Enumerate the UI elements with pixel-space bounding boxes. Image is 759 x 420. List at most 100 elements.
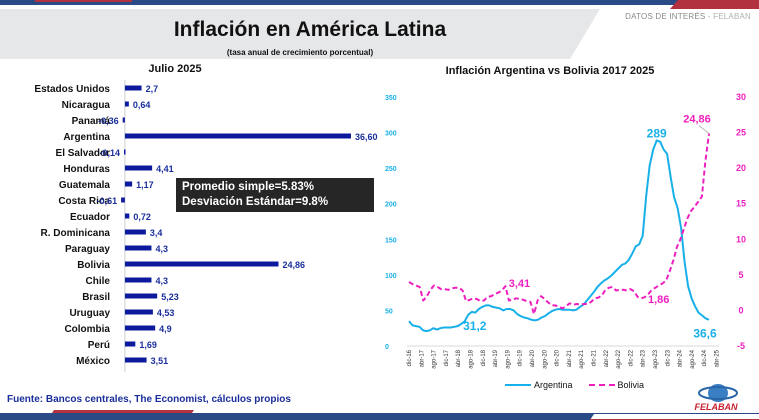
x-tick-label: abr-20	[530, 349, 536, 367]
left-y-tick-label: 100	[385, 273, 397, 280]
bar-value-label: 4,41	[156, 164, 174, 174]
stats-box: Promedio simple=5.83% Desviación Estánda…	[176, 178, 374, 212]
argentina-swatch	[505, 384, 531, 386]
x-tick-label: dic-18	[481, 349, 487, 366]
top-accent-bar	[0, 0, 759, 5]
bolivia-line	[408, 133, 710, 315]
bar	[124, 277, 152, 283]
x-tick-label: ago-17	[432, 349, 438, 368]
bar-category-label: Colombia	[64, 324, 110, 335]
bar-category-label: Perú	[88, 340, 110, 351]
globe-icon	[708, 384, 728, 402]
stats-mean: Promedio simple=5.83%	[182, 181, 314, 193]
right-y-tick-label: 5	[738, 270, 743, 280]
logo-text: FELABAN	[695, 402, 738, 412]
bar-category-label: Ecuador	[70, 212, 110, 223]
bar-value-label: 0,64	[133, 100, 151, 110]
bolivia-2023-label: 1,86	[648, 294, 669, 306]
legend-bolivia-label: Bolivia	[617, 380, 645, 390]
x-tick-label: dic-23	[665, 349, 671, 366]
bar	[124, 181, 133, 187]
x-tick-label: dic-16	[407, 349, 413, 366]
x-tick-label: dic-17	[444, 349, 450, 366]
bar-category-label: México	[76, 356, 110, 367]
x-tick-label: abr-25	[715, 349, 721, 367]
brand-org: FELABAN	[713, 12, 751, 21]
brand-label: DATOS DE INTERÉS - FELABAN	[625, 12, 751, 21]
line-chart: 0 50 100 150 200 250 300 350 -5 0 5 10 15 20 25 30 dic-1…	[385, 92, 746, 369]
right-y-tick-label: -5	[737, 341, 745, 351]
bar-category-label: El Salvador	[56, 148, 111, 159]
x-tick-label: ago-18	[469, 349, 475, 368]
bar-value-label: 3,4	[150, 228, 163, 238]
bottom-red-accent	[52, 410, 194, 413]
left-y-tick-label: 50	[385, 308, 393, 315]
right-y-tick-label: 10	[736, 234, 746, 244]
line-chart-legend: Argentina Bolivia	[505, 380, 644, 390]
bottom-right-notch	[590, 414, 759, 420]
bottom-accent-bar	[0, 413, 759, 420]
bar-value-label: 4,3	[155, 244, 168, 254]
page-title: Inflación en América Latina	[173, 18, 447, 41]
legend-bolivia: Bolivia	[588, 380, 645, 390]
bolivia-last-leader-line	[698, 125, 710, 134]
bar-category-label: Estados Unidos	[34, 84, 110, 95]
argentina-line	[408, 139, 710, 333]
bar-category-label: Nicaragua	[62, 100, 111, 111]
bar	[122, 117, 125, 123]
bar	[124, 357, 147, 363]
argentina-last-label: 36,6	[693, 327, 717, 341]
left-y-tick-label: 300	[385, 131, 397, 138]
legend-argentina: Argentina	[505, 380, 573, 390]
bar-category-label: Argentina	[63, 132, 110, 143]
bar-value-label: 4,9	[159, 324, 172, 334]
x-tick-label: ago-22	[616, 349, 622, 368]
x-tick-label: dic-19	[518, 349, 524, 366]
x-tick-label: ago-19	[505, 349, 511, 368]
line-chart-title: Inflación Argentina vs Bolivia 2017 2025	[445, 65, 655, 77]
stats-stddev: Desviación Estándar=9.8%	[182, 196, 329, 208]
left-y-tick-label: 250	[385, 166, 397, 173]
x-tick-label: dic-20	[555, 349, 561, 366]
right-y-tick-label: 0	[738, 305, 743, 315]
page-subtitle: (tasa anual de crecimiento porcentual)	[226, 48, 374, 57]
right-y-tick-label: 30	[736, 92, 746, 102]
bolivia-last-label: 24,86	[683, 114, 711, 126]
bar-category-label: Chile	[86, 276, 111, 287]
bar	[124, 293, 158, 299]
bar-chart: Estados Unidos 2,7 Nicaragua 0,64 Panamá-0,3…	[34, 80, 378, 372]
bar	[124, 101, 129, 107]
x-tick-label: abr-22	[604, 349, 610, 367]
bar	[124, 229, 146, 235]
bar-value-label: 0,72	[133, 212, 151, 222]
bar	[124, 213, 130, 219]
bar	[124, 149, 126, 155]
bar-chart-title: Julio 2025	[148, 63, 202, 75]
x-tick-label: abr-23	[641, 349, 647, 367]
bolivia-peak-2019-label: 3,41	[509, 278, 530, 290]
argentina-low-label: 31,2	[463, 319, 487, 333]
left-y-tick-label: 150	[385, 237, 397, 244]
bar-value-label: 3,51	[151, 356, 169, 366]
bar-category-label: Panamá	[72, 116, 111, 127]
right-y-tick-label: 15	[736, 199, 746, 209]
x-tick-label: abr-24	[678, 349, 684, 367]
source-note: Fuente: Bancos centrales, The Economist,…	[7, 394, 291, 405]
bar-category-label: Guatemala	[59, 180, 111, 191]
x-tick-label: ago-21	[579, 349, 585, 368]
x-tick-label: ago-24	[690, 349, 696, 368]
bar-category-label: Honduras	[63, 164, 110, 175]
bar-category-label: Brasil	[82, 292, 110, 303]
bar-value-label: 5,23	[161, 292, 179, 302]
x-tick-label: dic-21	[592, 349, 598, 366]
bar	[124, 341, 136, 347]
bar-category-label: Costa Rica	[58, 196, 110, 207]
x-tick-label: abr-19	[493, 349, 499, 367]
argentina-peak-label: 289	[647, 126, 667, 140]
bar-value-label: -0,36	[98, 116, 119, 126]
top-red-accent	[35, 0, 132, 2]
bar-category-label: R. Dominicana	[41, 228, 111, 239]
felaban-logo: FELABAN	[695, 384, 738, 412]
x-tick-label: abr-21	[567, 349, 573, 367]
bar-value-label: 24,86	[282, 260, 305, 270]
